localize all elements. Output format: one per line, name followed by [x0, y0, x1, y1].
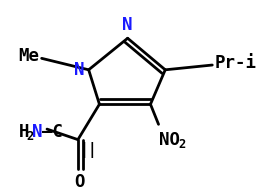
Text: Pr-i: Pr-i	[215, 54, 257, 72]
Text: NO: NO	[158, 131, 179, 149]
Text: ||: ||	[79, 142, 97, 158]
Text: 2: 2	[27, 130, 34, 143]
Text: —C: —C	[42, 123, 63, 141]
Text: H: H	[19, 123, 29, 141]
Text: Me: Me	[18, 47, 39, 66]
Text: N: N	[32, 123, 42, 141]
Text: N: N	[122, 16, 133, 34]
Text: N: N	[74, 61, 85, 79]
Text: O: O	[74, 173, 84, 191]
Text: 2: 2	[178, 138, 185, 151]
